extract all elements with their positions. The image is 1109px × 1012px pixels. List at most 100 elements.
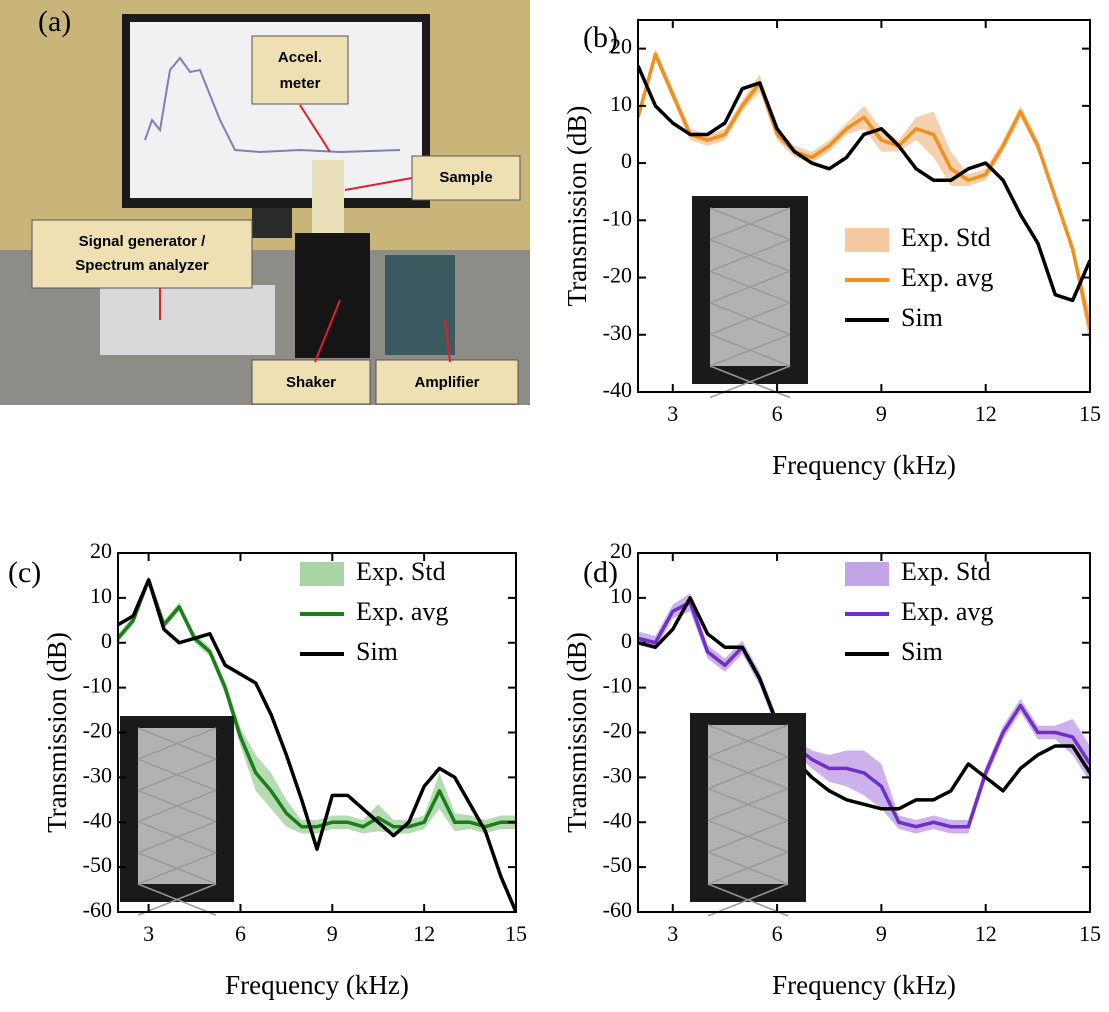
y-tick-label: 20 bbox=[90, 538, 112, 563]
photo-label: Spectrum analyzer bbox=[75, 257, 209, 274]
y-tick-label: -50 bbox=[603, 852, 632, 877]
legend-label: Exp. avg bbox=[356, 597, 448, 626]
photo-panel: (a) Accel. meter Sample Signal generator… bbox=[0, 0, 530, 405]
line bbox=[638, 65, 1090, 303]
y-tick-label: -20 bbox=[603, 263, 632, 288]
legend-label: Exp. Std bbox=[356, 557, 446, 586]
label-box bbox=[375, 359, 519, 405]
plot-area bbox=[118, 575, 516, 912]
inset-strut bbox=[707, 756, 789, 790]
x-tick-label: 15 bbox=[1079, 921, 1101, 946]
x-tick-label: 3 bbox=[667, 401, 678, 426]
x-tick-label: 3 bbox=[143, 921, 154, 946]
x-tick-label: 9 bbox=[876, 401, 887, 426]
inset-strut bbox=[709, 333, 791, 367]
y-tick-label: -20 bbox=[603, 718, 632, 743]
label-box bbox=[31, 219, 253, 289]
x-tick-label: 6 bbox=[772, 401, 783, 426]
inset-strut bbox=[137, 883, 217, 916]
inset-strut bbox=[707, 724, 789, 758]
legend-label: Exp. avg bbox=[901, 597, 993, 626]
line bbox=[118, 578, 516, 829]
panel-label: (d) bbox=[583, 556, 618, 589]
x-axis-title: Frequency (kHz) bbox=[225, 970, 409, 1000]
x-tick-label: 12 bbox=[413, 921, 435, 946]
x-tick-label: 12 bbox=[975, 401, 997, 426]
screen-trace bbox=[144, 56, 401, 154]
arrows bbox=[159, 104, 451, 363]
x-tick-label: 6 bbox=[772, 921, 783, 946]
y-tick-label: -10 bbox=[603, 205, 632, 230]
y-tick-label: -40 bbox=[603, 807, 632, 832]
y-tick-label: -30 bbox=[603, 320, 632, 345]
panel-label: (a) bbox=[38, 5, 71, 38]
y-tick-label: 20 bbox=[610, 34, 632, 59]
line bbox=[118, 578, 516, 912]
inset-strut bbox=[709, 207, 791, 241]
photo-label: Shaker bbox=[286, 374, 336, 391]
axes-frame bbox=[637, 19, 1091, 393]
inset-strut bbox=[707, 819, 789, 853]
inset-strut bbox=[707, 883, 789, 917]
y-tick-label: -50 bbox=[83, 852, 112, 877]
y-tick-label: 20 bbox=[610, 538, 632, 563]
y-tick-label: -30 bbox=[83, 762, 112, 787]
y-tick-label: -40 bbox=[603, 377, 632, 402]
y-tick-label: -30 bbox=[603, 762, 632, 787]
y-tick-label: -60 bbox=[83, 897, 112, 922]
photo-label: Sample bbox=[439, 169, 492, 186]
inset-strut bbox=[709, 302, 791, 336]
y-tick-label: 10 bbox=[610, 91, 632, 116]
y-axis-title: Transmission (dB) bbox=[562, 632, 592, 833]
line bbox=[638, 52, 1090, 330]
legend-label: Sim bbox=[901, 637, 943, 666]
legend-swatch bbox=[845, 228, 889, 252]
photo-label: meter bbox=[280, 75, 321, 92]
x-tick-label: 6 bbox=[235, 921, 246, 946]
y-tick-label: -20 bbox=[83, 718, 112, 743]
label-box bbox=[251, 35, 349, 105]
photo-label: Accel. bbox=[278, 49, 322, 66]
inset-strut bbox=[709, 238, 791, 272]
y-tick-label: 10 bbox=[90, 583, 112, 608]
inset-strut bbox=[137, 758, 217, 792]
generator-box bbox=[100, 285, 275, 355]
inset-strut bbox=[137, 789, 217, 823]
y-tick-label: 0 bbox=[621, 628, 632, 653]
photo-label: Signal generator / bbox=[79, 233, 207, 250]
photo-label: Amplifier bbox=[414, 374, 479, 391]
y-tick-label: -10 bbox=[603, 673, 632, 698]
y-axis-title: Transmission (dB) bbox=[42, 632, 72, 833]
legend-label: Sim bbox=[356, 637, 398, 666]
amplifier-box bbox=[385, 255, 455, 355]
y-tick-label: 10 bbox=[610, 583, 632, 608]
x-tick-label: 3 bbox=[667, 921, 678, 946]
plot-area bbox=[638, 593, 1090, 834]
x-axis-title: Frequency (kHz) bbox=[772, 970, 956, 1000]
legend-swatch bbox=[845, 562, 889, 586]
inset-strut bbox=[137, 727, 217, 760]
sample bbox=[312, 160, 344, 235]
shaker bbox=[295, 233, 370, 358]
inset-strut bbox=[709, 270, 791, 304]
y-axis-title: Transmission (dB) bbox=[562, 106, 592, 307]
inset-strut bbox=[137, 852, 217, 885]
x-tick-label: 9 bbox=[876, 921, 887, 946]
inset-strut bbox=[707, 787, 789, 822]
x-tick-label: 9 bbox=[327, 921, 338, 946]
plot-area bbox=[638, 48, 1090, 347]
panel-label: (b) bbox=[583, 21, 618, 54]
legend-label: Exp. Std bbox=[901, 557, 991, 586]
panel-label: (c) bbox=[8, 556, 41, 589]
line bbox=[638, 596, 1090, 811]
y-tick-label: -10 bbox=[83, 673, 112, 698]
y-tick-label: 0 bbox=[621, 148, 632, 173]
inset-strut bbox=[707, 851, 789, 885]
y-tick-label: 0 bbox=[101, 628, 112, 653]
legend-label: Exp. avg bbox=[901, 263, 993, 292]
std-band bbox=[638, 593, 1090, 834]
legend-swatch bbox=[300, 562, 344, 586]
legend-label: Sim bbox=[901, 303, 943, 332]
label-box bbox=[251, 359, 371, 405]
